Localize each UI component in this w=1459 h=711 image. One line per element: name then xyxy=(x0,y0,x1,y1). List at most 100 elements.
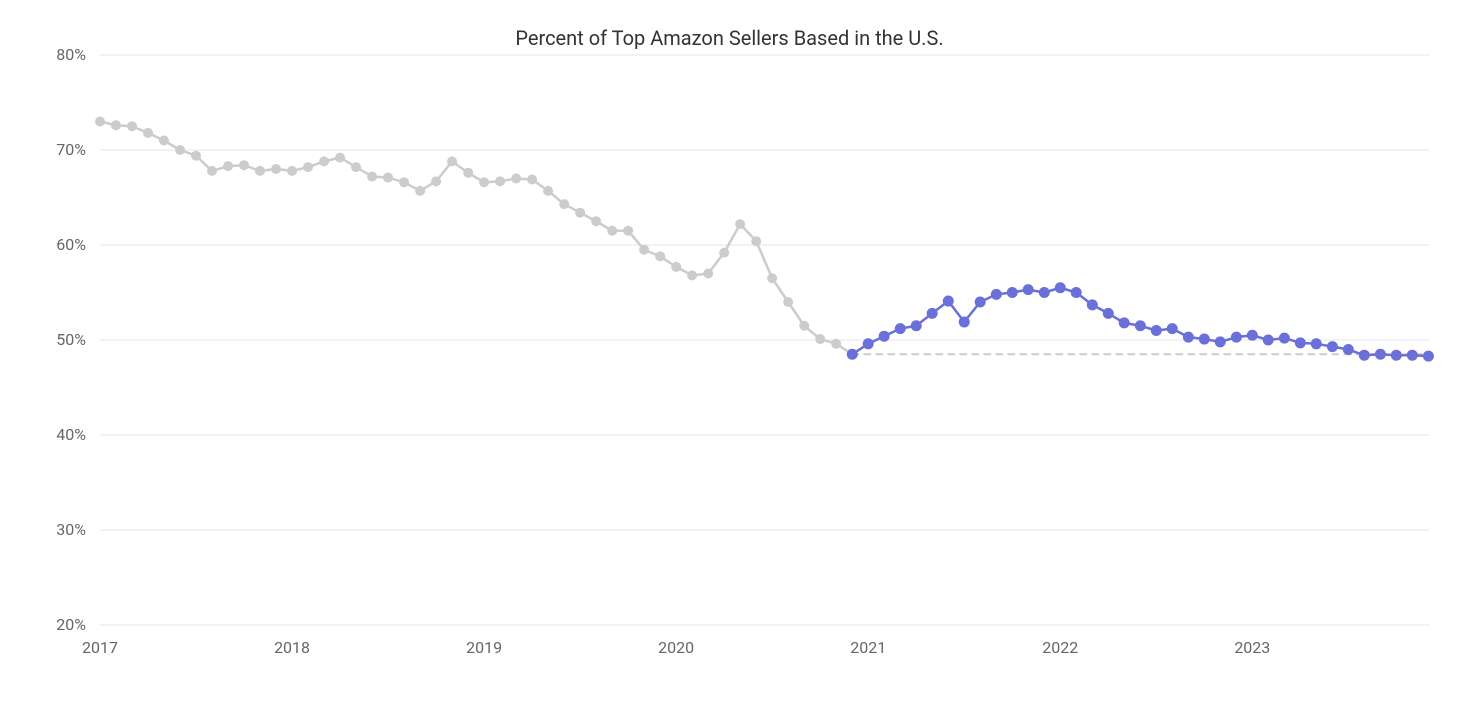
chart-title: Percent of Top Amazon Sellers Based in t… xyxy=(0,26,1459,50)
data-point xyxy=(735,219,745,229)
x-axis-label: 2019 xyxy=(466,638,502,657)
data-point xyxy=(575,208,585,218)
chart-container: Percent of Top Amazon Sellers Based in t… xyxy=(0,0,1459,711)
data-point xyxy=(479,177,489,187)
data-point xyxy=(495,176,505,186)
data-point xyxy=(1247,330,1258,341)
data-point xyxy=(927,308,938,319)
data-point xyxy=(559,199,569,209)
data-point xyxy=(127,121,137,131)
data-point xyxy=(671,262,681,272)
data-point xyxy=(1183,332,1194,343)
data-point xyxy=(847,349,858,360)
data-point xyxy=(1023,284,1034,295)
x-axis-label: 2017 xyxy=(82,638,118,657)
data-point xyxy=(639,245,649,255)
data-point xyxy=(1135,320,1146,331)
line-chart: 20%30%40%50%60%70%80%2017201820192020202… xyxy=(0,0,1459,711)
data-point xyxy=(895,323,906,334)
x-axis-label: 2021 xyxy=(850,638,886,657)
data-point xyxy=(1279,333,1290,344)
data-point xyxy=(1311,338,1322,349)
y-axis-label: 50% xyxy=(56,330,86,349)
data-point xyxy=(543,186,553,196)
data-point xyxy=(1391,350,1402,361)
data-point xyxy=(719,248,729,258)
data-point xyxy=(255,166,265,176)
data-point xyxy=(1167,323,1178,334)
data-point xyxy=(1375,349,1386,360)
data-point xyxy=(319,156,329,166)
data-point xyxy=(287,166,297,176)
data-point xyxy=(751,236,761,246)
x-axis-label: 2022 xyxy=(1042,638,1078,657)
data-point xyxy=(767,273,777,283)
data-point xyxy=(1039,287,1050,298)
y-axis-label: 70% xyxy=(56,140,86,159)
data-point xyxy=(1103,308,1114,319)
data-point xyxy=(143,128,153,138)
data-point xyxy=(703,269,713,279)
y-axis-label: 30% xyxy=(56,520,86,539)
data-point xyxy=(991,289,1002,300)
y-axis-label: 60% xyxy=(56,235,86,254)
data-point xyxy=(1071,287,1082,298)
data-point xyxy=(1407,350,1418,361)
data-point xyxy=(911,320,922,331)
data-point xyxy=(1087,299,1098,310)
data-point xyxy=(383,173,393,183)
data-point xyxy=(1423,351,1434,362)
data-point xyxy=(207,166,217,176)
data-point xyxy=(463,168,473,178)
data-point xyxy=(607,226,617,236)
data-point xyxy=(1199,334,1210,345)
data-point xyxy=(943,296,954,307)
data-point xyxy=(831,339,841,349)
data-point xyxy=(1007,287,1018,298)
data-point xyxy=(799,321,809,331)
data-point xyxy=(1343,344,1354,355)
data-point xyxy=(1119,317,1130,328)
data-point xyxy=(783,297,793,307)
data-point xyxy=(159,136,169,146)
x-axis-label: 2023 xyxy=(1234,638,1270,657)
data-point xyxy=(975,297,986,308)
data-point xyxy=(1215,336,1226,347)
data-point xyxy=(175,145,185,155)
data-point xyxy=(511,174,521,184)
data-point xyxy=(1263,335,1274,346)
data-point xyxy=(335,153,345,163)
data-point xyxy=(1327,341,1338,352)
data-point xyxy=(447,156,457,166)
data-point xyxy=(271,164,281,174)
data-point xyxy=(95,117,105,127)
data-point xyxy=(191,151,201,161)
data-point xyxy=(367,172,377,182)
data-point xyxy=(527,174,537,184)
data-point xyxy=(1359,350,1370,361)
data-point xyxy=(623,226,633,236)
data-point xyxy=(351,162,361,172)
data-point xyxy=(415,186,425,196)
y-axis-label: 40% xyxy=(56,425,86,444)
data-point xyxy=(1231,332,1242,343)
data-point xyxy=(239,160,249,170)
data-point xyxy=(431,176,441,186)
x-axis-label: 2020 xyxy=(658,638,694,657)
y-axis-label: 20% xyxy=(56,615,86,634)
data-point xyxy=(303,162,313,172)
x-axis-label: 2018 xyxy=(274,638,310,657)
data-point xyxy=(1295,337,1306,348)
data-point xyxy=(591,216,601,226)
data-point xyxy=(1151,325,1162,336)
data-point xyxy=(959,316,970,327)
data-point xyxy=(687,270,697,280)
data-point xyxy=(111,120,121,130)
data-point xyxy=(223,161,233,171)
data-point xyxy=(655,251,665,261)
data-point xyxy=(1055,282,1066,293)
data-point xyxy=(879,331,890,342)
data-point xyxy=(399,177,409,187)
data-point xyxy=(863,338,874,349)
data-point xyxy=(815,334,825,344)
